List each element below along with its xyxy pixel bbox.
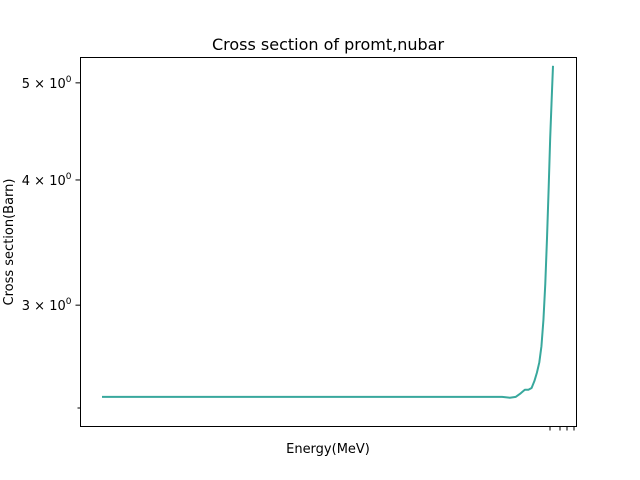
chart-title: Cross section of promt,nubar (212, 35, 445, 54)
plot-frame (80, 57, 577, 427)
y-axis-label: Cross section(Barn) (2, 179, 17, 306)
x-axis-label: Energy(MeV) (286, 442, 370, 457)
series-line-0 (102, 65, 554, 399)
y-tick-label: 3 × 100 (22, 297, 72, 314)
y-tick-label: 4 × 100 (22, 172, 72, 189)
y-tick-label: 5 × 100 (22, 75, 72, 92)
